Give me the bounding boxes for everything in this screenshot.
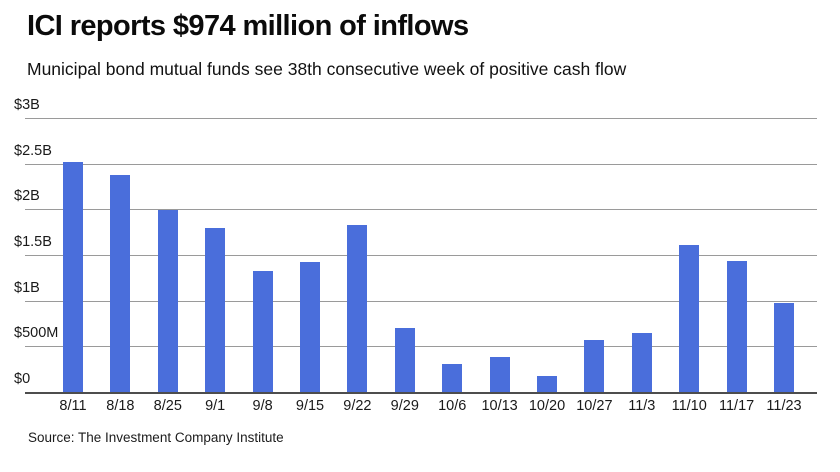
y-tick-label: $500M [14,325,59,342]
page-subtitle: Municipal bond mutual funds see 38th con… [27,59,627,79]
bar-8/25 [157,210,178,392]
x-tick-label: 9/29 [390,398,419,414]
bar-11/3 [631,332,652,392]
gridline [25,118,817,119]
gridline [25,163,817,165]
bar-9/1 [205,227,226,392]
x-tick-label: 11/17 [718,398,755,414]
bar-9/15 [300,262,320,392]
bar-8/18 [110,174,131,392]
gridline [25,255,817,256]
y-tick-label: $1.5B [14,234,52,250]
gridline [25,209,817,211]
bar-11/23 [774,303,794,392]
x-tick-label: 10/6 [438,398,467,414]
y-tick-label: $0 [14,371,31,387]
x-tick-label: 9/22 [343,398,372,414]
x-tick-label: 10/27 [576,398,613,414]
x-tick-label: 8/25 [153,398,182,414]
x-tick-label: 9/15 [295,398,325,414]
gridline [25,346,817,348]
page-title: ICI reports $974 million of inflows [27,10,469,42]
source-note: Source: The Investment Company Institute [28,430,284,445]
y-tick-label: $2B [14,188,40,205]
x-axis-line [25,391,817,394]
bar-9/29 [394,328,415,392]
x-tick-label: 8/18 [106,398,135,414]
bar-11/17 [726,261,747,392]
x-tick-label: 9/1 [205,398,226,414]
bar-10/27 [584,339,605,392]
bar-8/11 [63,161,83,392]
x-tick-label: 11/23 [766,398,802,414]
bar-9/22 [347,224,368,392]
x-tick-label: 11/10 [671,398,707,414]
y-tick-label: $3B [14,97,40,113]
x-tick-label: 10/20 [528,398,566,414]
bar-10/20 [537,375,557,392]
bar-10/6 [442,363,463,392]
bar-9/8 [252,270,273,392]
x-tick-label: 9/8 [252,398,273,414]
x-tick-label: 10/13 [481,398,518,414]
bar-10/13 [489,357,510,392]
x-tick-label: 8/11 [59,398,87,414]
x-tick-label: 11/3 [628,398,656,414]
y-tick-label: $1B [14,279,40,296]
bar-11/10 [679,244,700,392]
y-tick-label: $2.5B [14,142,52,159]
gridline [25,300,817,302]
